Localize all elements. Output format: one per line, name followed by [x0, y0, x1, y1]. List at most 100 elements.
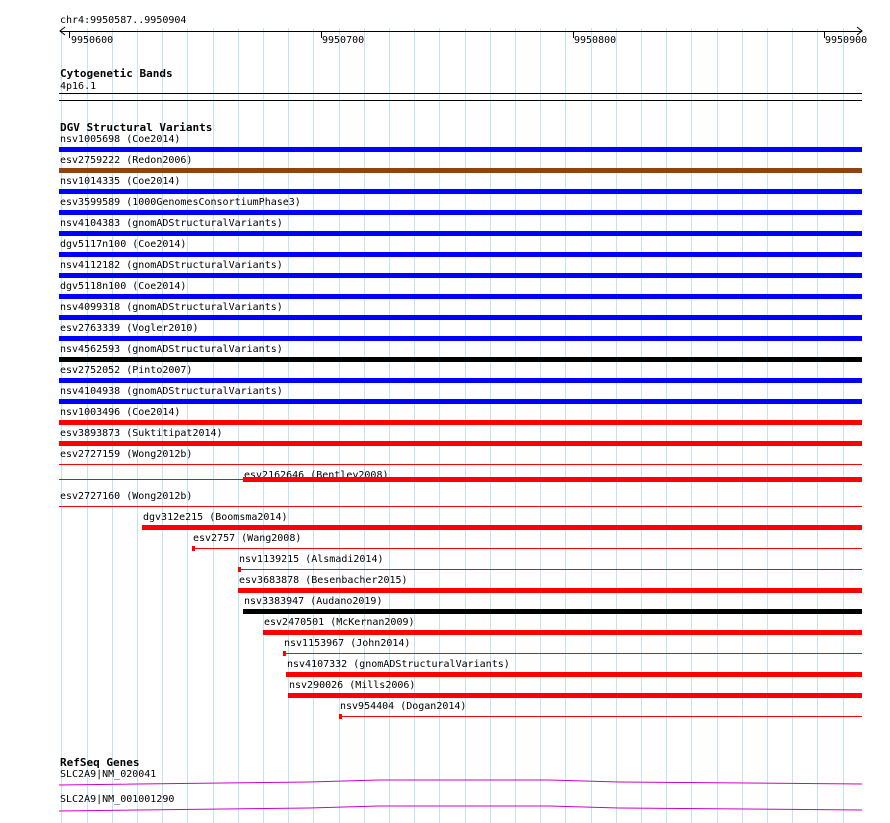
dgv-feature-label[interactable]: esv3893873 (Suktitipat2014)	[60, 428, 223, 439]
dgv-feature-bar[interactable]	[59, 210, 862, 215]
dgv-feature-label[interactable]: esv2162646 (Bentley2008)	[244, 470, 389, 481]
dgv-feature-label[interactable]: esv2470501 (McKernan2009)	[264, 617, 415, 628]
dgv-feature-label[interactable]: nsv1139215 (Alsmadi2014)	[239, 554, 384, 565]
dgv-feature-label[interactable]: nsv4099318 (gnomADStructuralVariants)	[60, 302, 283, 313]
cytoband-band-bottom-line[interactable]	[59, 100, 862, 101]
dgv-feature-bar[interactable]	[243, 609, 862, 614]
dgv-feature-label[interactable]: nsv1003496 (Coe2014)	[60, 407, 181, 418]
ruler-location-label: chr4:9950587..9950904	[60, 15, 187, 26]
dgv-feature-bar[interactable]	[142, 525, 862, 530]
dgv-feature-bar[interactable]	[59, 420, 862, 425]
track-title-dgv: DGV Structural Variants	[60, 121, 213, 134]
grid-line	[565, 28, 566, 823]
grid-line	[339, 28, 340, 823]
grid-line	[112, 28, 113, 823]
dgv-feature-label[interactable]: dgv312e215 (Boomsma2014)	[143, 512, 288, 523]
dgv-feature-bar[interactable]	[59, 315, 862, 320]
grid-line	[767, 28, 768, 823]
grid-line	[465, 28, 466, 823]
dgv-feature-bar[interactable]	[59, 168, 862, 173]
grid-line	[263, 28, 264, 823]
dgv-feature-line[interactable]	[59, 506, 862, 507]
dgv-feature-line[interactable]	[241, 569, 862, 570]
dgv-feature-label[interactable]: esv2752052 (Pinto2007)	[60, 365, 193, 376]
dgv-feature-label[interactable]: nsv4107332 (gnomADStructuralVariants)	[287, 659, 510, 670]
grid-line	[87, 28, 88, 823]
dgv-feature-label[interactable]: esv2763339 (Vogler2010)	[60, 323, 199, 334]
grid-line	[490, 28, 491, 823]
dgv-feature-label[interactable]: nsv3383947 (Audano2019)	[244, 596, 383, 607]
dgv-feature-line[interactable]	[342, 716, 862, 717]
dgv-feature-bar[interactable]	[59, 273, 862, 278]
gene-label[interactable]: SLC2A9|NM_001001290	[60, 794, 175, 805]
dgv-feature-label[interactable]: nsv1153967 (John2014)	[284, 638, 411, 649]
scroll-right-arrow-icon[interactable]	[852, 26, 864, 36]
ruler-tick-label: 9950800	[574, 35, 617, 46]
dgv-feature-bar[interactable]	[59, 399, 862, 404]
dgv-feature-bar[interactable]	[59, 336, 862, 341]
dgv-feature-bar[interactable]	[288, 693, 862, 698]
dgv-feature-label[interactable]: nsv4104938 (gnomADStructuralVariants)	[60, 386, 283, 397]
grid-line	[666, 28, 667, 823]
dgv-feature-line[interactable]	[195, 548, 862, 549]
grid-line	[238, 28, 239, 823]
dgv-feature-label[interactable]: nsv290026 (Mills2006)	[289, 680, 416, 691]
dgv-feature-bar[interactable]	[238, 588, 862, 593]
grid-line	[540, 28, 541, 823]
dgv-feature-marker[interactable]	[283, 651, 286, 656]
grid-line	[137, 28, 138, 823]
ruler-tick-label: 9950900	[825, 35, 868, 46]
dgv-feature-label[interactable]: esv2727159 (Wong2012b)	[60, 449, 193, 460]
dgv-feature-bar[interactable]	[59, 252, 862, 257]
dgv-feature-bar[interactable]	[263, 630, 862, 635]
grid-line	[364, 28, 365, 823]
dgv-feature-line[interactable]	[59, 479, 243, 480]
dgv-feature-label[interactable]: nsv954404 (Dogan2014)	[340, 701, 467, 712]
grid-line	[389, 28, 390, 823]
gene-transcript-line[interactable]	[59, 777, 862, 789]
dgv-feature-label[interactable]: dgv5117n100 (Coe2014)	[60, 239, 187, 250]
gene-label[interactable]: SLC2A9|NM_020041	[60, 769, 157, 780]
dgv-feature-bar[interactable]	[59, 378, 862, 383]
dgv-feature-label[interactable]: nsv4104383 (gnomADStructuralVariants)	[60, 218, 283, 229]
grid-line	[439, 28, 440, 823]
gene-transcript-line[interactable]	[59, 803, 862, 815]
dgv-feature-bar[interactable]	[286, 672, 862, 677]
dgv-feature-bar[interactable]	[59, 189, 862, 194]
grid-line	[187, 28, 188, 823]
dgv-feature-bar[interactable]	[243, 477, 862, 482]
dgv-feature-bar[interactable]	[59, 294, 862, 299]
grid-line	[742, 28, 743, 823]
grid-line	[313, 28, 314, 823]
dgv-feature-bar[interactable]	[59, 441, 862, 446]
dgv-feature-label[interactable]: esv3683878 (Besenbacher2015)	[239, 575, 408, 586]
grid-line	[843, 28, 844, 823]
ruler-tick	[824, 31, 825, 38]
dgv-feature-marker[interactable]	[192, 546, 195, 551]
dgv-feature-label[interactable]: dgv5118n100 (Coe2014)	[60, 281, 187, 292]
dgv-feature-label[interactable]: nsv4562593 (gnomADStructuralVariants)	[60, 344, 283, 355]
dgv-feature-bar[interactable]	[59, 357, 862, 362]
cytoband-band-top-line[interactable]	[59, 93, 862, 94]
grid-line	[691, 28, 692, 823]
dgv-feature-bar[interactable]	[59, 231, 862, 236]
dgv-feature-label[interactable]: nsv1014335 (Coe2014)	[60, 176, 181, 187]
cytoband-label[interactable]: 4p16.1	[60, 81, 97, 92]
dgv-feature-label[interactable]: esv2727160 (Wong2012b)	[60, 491, 193, 502]
dgv-feature-label[interactable]: nsv4112182 (gnomADStructuralVariants)	[60, 260, 283, 271]
dgv-feature-label[interactable]: esv2757 (Wang2008)	[193, 533, 302, 544]
ruler-tick-label: 9950700	[322, 35, 365, 46]
ruler-tick-label: 9950600	[71, 35, 114, 46]
dgv-feature-label[interactable]: nsv1005698 (Coe2014)	[60, 134, 181, 145]
dgv-feature-line[interactable]	[286, 653, 862, 654]
dgv-feature-label[interactable]: esv2759222 (Redon2006)	[60, 155, 193, 166]
dgv-feature-marker[interactable]	[339, 714, 342, 719]
dgv-feature-marker[interactable]	[238, 567, 241, 572]
dgv-feature-label[interactable]: esv3599589 (1000GenomesConsortiumPhase3)	[60, 197, 301, 208]
grid-line	[641, 28, 642, 823]
dgv-feature-bar[interactable]	[59, 147, 862, 152]
dgv-feature-line[interactable]	[59, 464, 862, 465]
scroll-left-arrow-icon[interactable]	[58, 26, 70, 36]
track-title-cytoband: Cytogenetic Bands	[60, 67, 173, 80]
